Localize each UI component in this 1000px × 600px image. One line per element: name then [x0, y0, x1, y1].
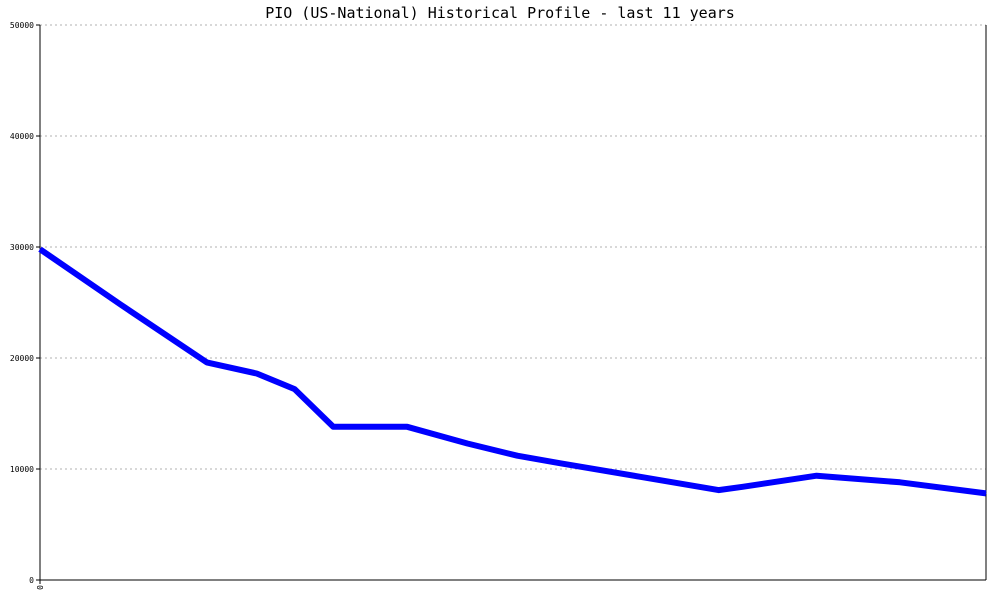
y-tick-label-4: 40000: [10, 132, 34, 141]
y-tick-label-5: 50000: [10, 21, 34, 30]
y-tick-label-1: 10000: [10, 465, 34, 474]
data-point-0-12: [742, 486, 744, 488]
data-point-0-0: [39, 248, 41, 250]
chart-title: PIO (US-National) Historical Profile - l…: [265, 4, 735, 22]
data-point-0-2: [206, 361, 208, 363]
data-point-0-6: [406, 426, 408, 428]
data-point-0-7: [466, 443, 468, 444]
data-point-0-4: [294, 388, 296, 390]
data-point-0-5: [332, 426, 334, 428]
x-tick-label-0: 0: [36, 585, 45, 590]
data-point-0-8: [516, 455, 518, 457]
gridlines: [40, 24, 986, 470]
y-tick-label-3: 30000: [10, 243, 34, 252]
data-point-0-3: [256, 373, 258, 374]
series-line-0: [38, 246, 987, 497]
data-point-0-10: [639, 476, 641, 478]
data-point-0-13: [816, 475, 818, 477]
data-point-0-15: [985, 492, 987, 494]
tick-labels: 0 10000 20000 30000 40000 50000 0: [10, 21, 45, 590]
axes: [36, 24, 987, 584]
series-layer: [38, 246, 987, 497]
y-tick-label-0: 0: [29, 576, 34, 585]
data-point-0-9: [560, 462, 562, 464]
data-point-0-11: [718, 489, 719, 491]
y-tick-label-2: 20000: [10, 354, 34, 363]
data-point-0-14: [899, 481, 901, 483]
data-point-0-1: [120, 304, 122, 306]
